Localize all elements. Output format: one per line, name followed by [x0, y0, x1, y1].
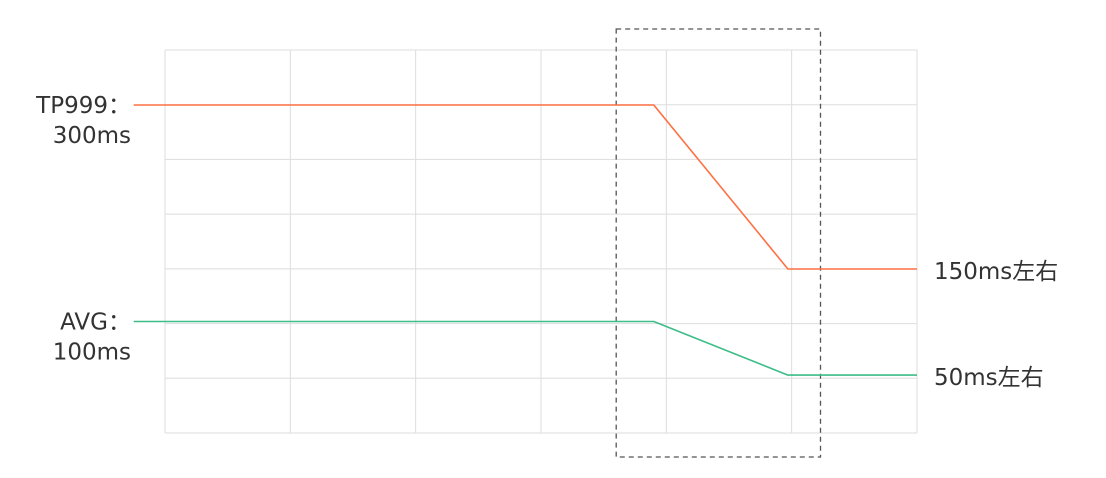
avg-end-label: 50ms左右 [934, 365, 1044, 391]
highlight-box-layer [615, 28, 822, 458]
avg-start-label-line-0: AVG： [60, 309, 131, 335]
tp999-start-label-line-1: 300ms [53, 123, 131, 149]
avg-line [133, 320, 917, 376]
label-layer: TP999： 300ms 150ms左右 AVG： 100ms 50ms左右 [35, 93, 1058, 391]
avg-start-label: AVG： 100ms [53, 309, 131, 365]
tp999-start-label-line-0: TP999： [35, 93, 131, 119]
tp999-line [133, 104, 917, 270]
highlight-box [615, 28, 822, 458]
tp999-start-label: TP999： 300ms [35, 93, 131, 149]
avg-start-label-line-1: 100ms [53, 339, 131, 365]
tp999-end-label: 150ms左右 [934, 259, 1058, 285]
series-layer [133, 104, 917, 376]
chart-grid [164, 49, 918, 434]
